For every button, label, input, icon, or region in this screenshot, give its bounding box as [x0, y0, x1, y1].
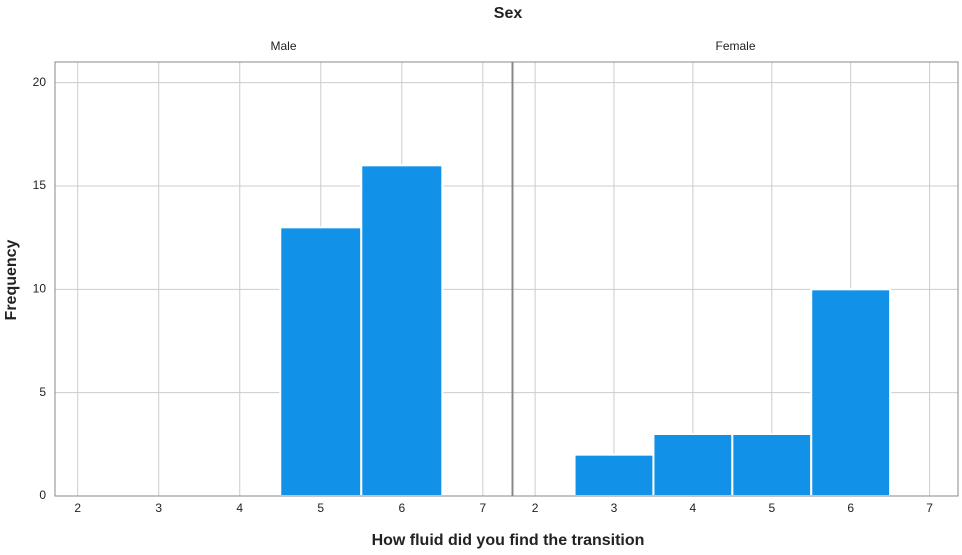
bar [731, 433, 813, 497]
x-tick-label: 6 [398, 501, 405, 515]
panel-frame [512, 61, 959, 497]
bar [279, 226, 363, 497]
x-tick-label: 3 [155, 501, 162, 515]
x-tick-label: 5 [317, 501, 324, 515]
bar [810, 288, 892, 498]
chart-title: Sex [494, 5, 523, 22]
bar [652, 433, 734, 497]
x-tick-label: 2 [532, 501, 539, 515]
bar [360, 164, 444, 497]
x-tick-label: 6 [847, 501, 854, 515]
y-tick-label: 20 [33, 75, 47, 89]
facet-label: Male [270, 39, 296, 53]
x-tick-label: 3 [611, 501, 618, 515]
bar [573, 453, 655, 497]
x-tick-label: 2 [74, 501, 81, 515]
x-tick-label: 4 [690, 501, 697, 515]
y-tick-label: 10 [33, 282, 47, 296]
facet-label: Female [715, 39, 755, 53]
x-tick-label: 4 [236, 501, 243, 515]
x-axis-label: How fluid did you find the transition [372, 532, 645, 549]
y-tick-label: 5 [39, 385, 46, 399]
x-tick-label: 7 [479, 501, 486, 515]
panel-frame [54, 61, 513, 497]
x-tick-label: 5 [768, 501, 775, 515]
x-tick-label: 7 [926, 501, 933, 515]
y-tick-label: 0 [39, 488, 46, 502]
y-tick-label: 15 [33, 178, 47, 192]
y-axis-label: Frequency [3, 239, 20, 320]
